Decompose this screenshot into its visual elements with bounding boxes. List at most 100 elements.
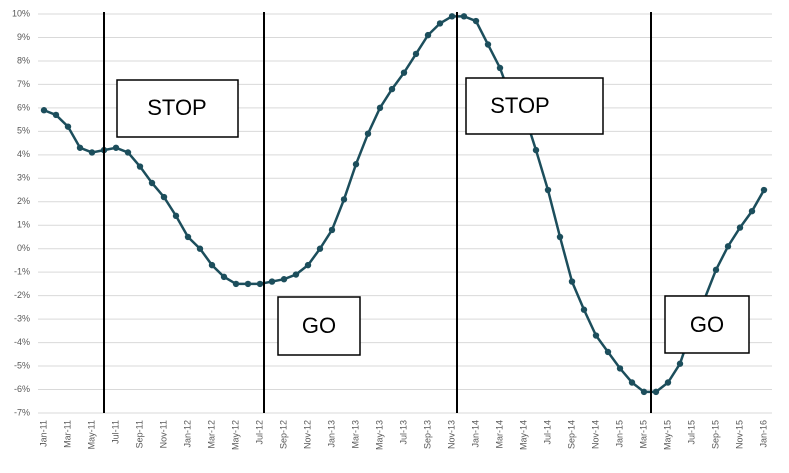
y-tick-label: -6% [14,384,30,394]
grid: -7% -6% -5% -4% -3% -2% -1% 0% 1% 2% 3% 4% 5% 6% 7% 8% 9… [12,8,772,450]
point [40,107,48,114]
x-tick-label: Nov-11 [158,420,168,448]
point [328,226,336,234]
point [196,245,204,252]
point [568,278,576,285]
y-tick-label: 1% [17,220,30,230]
point [88,149,96,156]
point [256,280,264,288]
point [592,332,600,339]
point [496,64,504,72]
y-tick-label: -4% [14,337,30,347]
annotation: STOP [490,93,550,118]
point [292,271,300,278]
point [724,243,732,250]
x-tick-label: May-15 [662,420,672,450]
point [208,261,216,269]
point [544,186,552,194]
point [640,388,648,396]
x-tick-label: Jul-14 [542,420,552,445]
x-tick-label: Mar-13 [350,420,360,449]
point [352,161,360,168]
y-tick-label: 6% [17,102,30,112]
x-tick-label: Mar-15 [638,420,648,449]
x-tick-label: Jan-13 [326,420,336,448]
x-tick-label: May-11 [86,420,96,449]
x-tick-label: Mar-11 [62,420,72,448]
point [76,144,84,151]
point [172,212,180,220]
point [436,20,444,27]
point [400,69,408,76]
point [376,104,384,112]
point [148,179,156,187]
y-tick-label: 10% [12,8,30,18]
point [736,224,744,231]
x-tick-label: Jul-15 [686,420,696,445]
x-tick-label: Sep-14 [566,420,576,449]
x-tick-label: Mar-12 [206,420,216,449]
point [628,379,636,386]
x-tick-label: Jan-12 [182,420,192,448]
y-tick-label: -1% [14,267,30,277]
point [424,31,432,39]
x-tick-label: Nov-15 [734,420,744,449]
point [268,278,276,285]
annotation: GO [302,313,336,338]
point [484,41,492,48]
point [652,388,660,396]
x-tick-label: Nov-14 [590,420,600,449]
annotation-box [116,79,239,138]
y-tick-label: 7% [17,79,30,89]
point [124,149,132,156]
y-tick-label: 8% [17,55,30,65]
point [760,186,768,194]
y-tick-label: 3% [17,173,30,183]
point [220,273,228,281]
y-tick-label: -3% [14,313,30,323]
point [748,207,756,215]
point [316,245,324,252]
y-tick-label: 0% [17,243,30,253]
point [64,123,72,130]
point [136,163,144,170]
point [112,144,120,151]
y-tick-label: -5% [14,360,30,370]
x-tick-label: Jan-16 [758,420,768,448]
x-tick-label: May-12 [230,420,240,450]
y-tick-label: -2% [14,290,30,300]
y-tick-label: -7% [14,407,30,417]
x-tick-label: Nov-12 [302,420,312,449]
x-tick-label: Jul-13 [398,420,408,445]
x-tick-label: Jan-11 [38,420,48,447]
point [388,85,396,93]
x-tick-label: Nov-13 [446,420,456,449]
annotation: GO [690,312,724,337]
point [412,50,420,58]
y-tick-label: 9% [17,32,30,42]
point [676,360,684,367]
annotation-box [664,295,750,354]
point [604,348,612,356]
x-tick-label: Mar-14 [494,420,504,449]
point [304,261,312,269]
point [556,233,564,241]
annotation-box [277,296,361,356]
point [616,365,624,372]
point [460,13,468,20]
annotation-box [465,77,604,135]
point [232,280,240,288]
x-tick-label: Sep-13 [422,420,432,449]
point [532,146,540,154]
point [448,13,456,20]
point [664,379,672,386]
x-tick-label: May-14 [518,420,528,450]
x-tick-label: Sep-11 [134,420,144,448]
x-tick-label: Sep-15 [710,420,720,449]
point [580,306,588,313]
x-tick-label: Jan-14 [470,420,480,448]
point [712,266,720,274]
x-tick-label: May-13 [374,420,384,450]
